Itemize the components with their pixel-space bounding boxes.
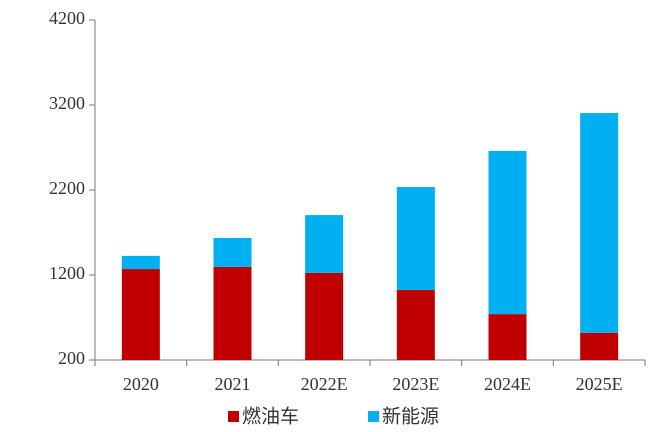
bar-segment xyxy=(488,150,527,315)
bar-segment xyxy=(121,269,160,360)
legend-swatch xyxy=(368,411,379,422)
x-tick-label: 2021 xyxy=(215,374,251,394)
bar-segment xyxy=(213,266,252,360)
bar-segment xyxy=(396,289,435,360)
bar-segment xyxy=(580,113,619,333)
x-tick-label: 2024E xyxy=(484,374,531,394)
x-tick-label: 2020 xyxy=(123,374,159,394)
y-tick-label: 4200 xyxy=(49,8,85,28)
x-tick-label: 2025E xyxy=(576,374,623,394)
bar-segment xyxy=(580,332,619,360)
y-tick-label: 3200 xyxy=(49,93,85,113)
bar-segment xyxy=(305,215,344,273)
bar-segment xyxy=(396,187,435,290)
legend-label: 新能源 xyxy=(382,406,439,428)
x-tick-label: 2022E xyxy=(301,374,348,394)
bar-segment xyxy=(488,314,527,360)
y-tick-label: 200 xyxy=(58,348,85,368)
bar-segment xyxy=(305,272,344,360)
legend-swatch xyxy=(228,411,239,422)
y-tick-label: 2200 xyxy=(49,178,85,198)
legend-label: 燃油车 xyxy=(242,406,299,428)
x-tick-label: 2023E xyxy=(392,374,439,394)
y-tick-label: 1200 xyxy=(49,263,85,283)
bar-segment xyxy=(213,238,252,267)
bar-segment xyxy=(121,255,160,270)
